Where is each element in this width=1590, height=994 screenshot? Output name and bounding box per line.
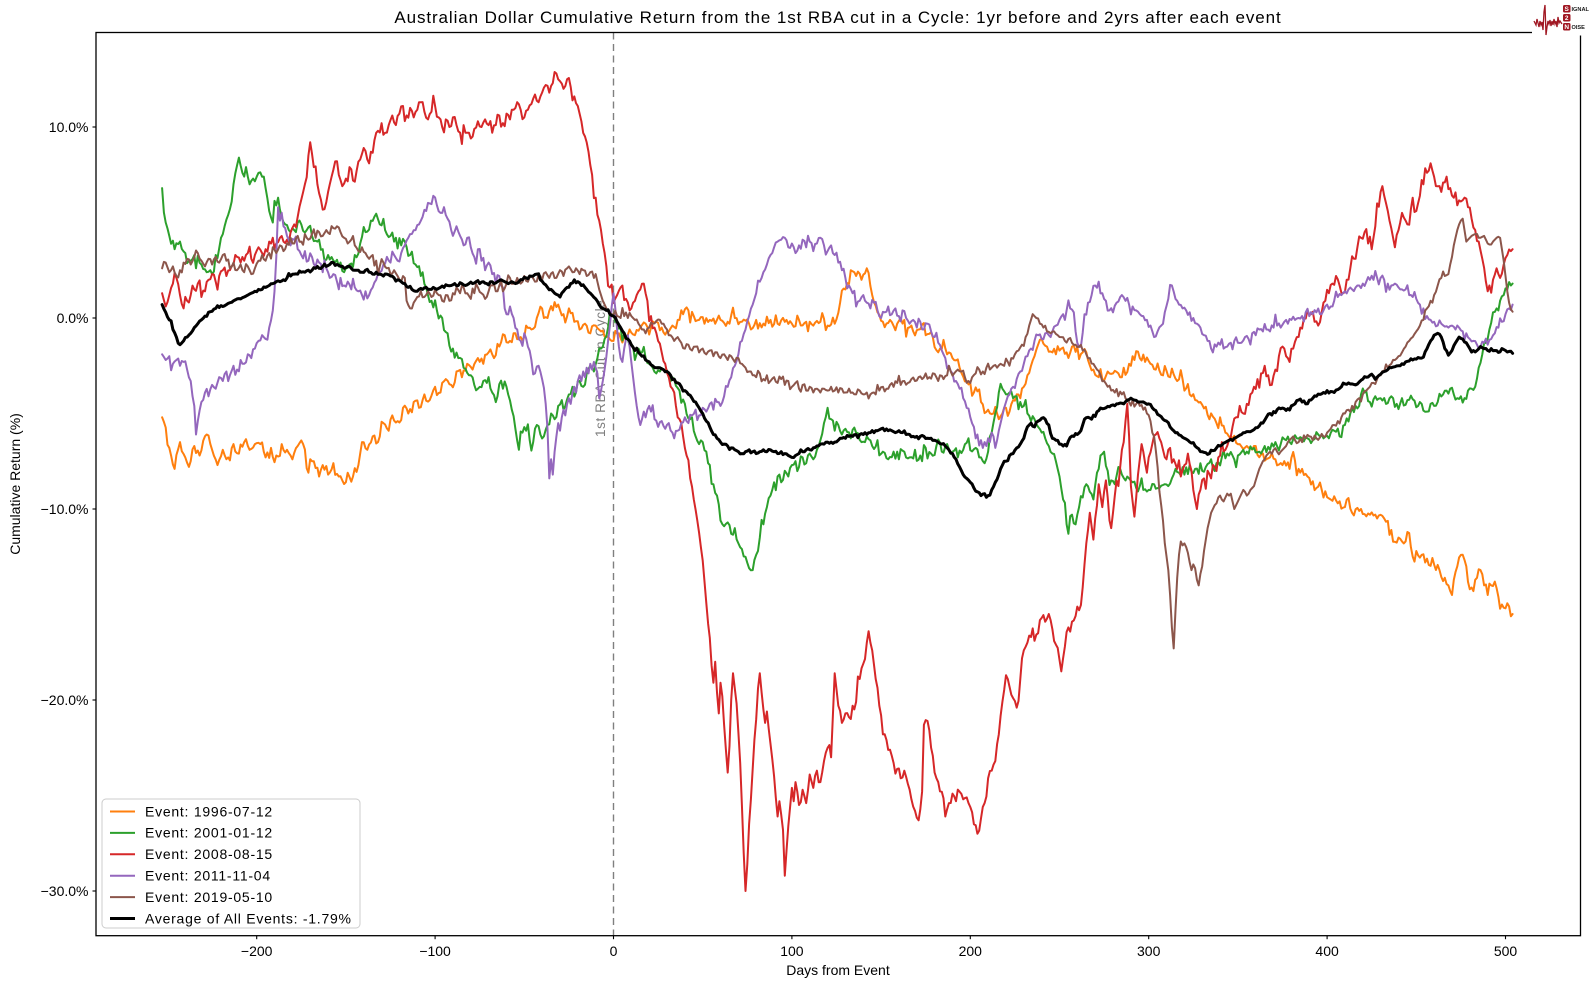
svg-text:−20.0%: −20.0% <box>41 692 89 708</box>
svg-text:200: 200 <box>959 943 983 959</box>
svg-text:Average of All Events: -1.79%: Average of All Events: -1.79% <box>145 910 352 926</box>
svg-text:IGNAL: IGNAL <box>1572 7 1590 13</box>
svg-text:500: 500 <box>1494 943 1518 959</box>
svg-text:OISE: OISE <box>1572 25 1586 31</box>
svg-text:Cumulative Return (%): Cumulative Return (%) <box>7 413 23 555</box>
svg-text:2: 2 <box>1565 15 1569 22</box>
svg-text:Event: 1996-07-12: Event: 1996-07-12 <box>145 803 273 819</box>
svg-text:−100: −100 <box>419 943 451 959</box>
svg-text:0.0%: 0.0% <box>57 310 89 326</box>
svg-text:−10.0%: −10.0% <box>41 501 89 517</box>
svg-text:Event: 2001-01-12: Event: 2001-01-12 <box>145 825 273 841</box>
svg-text:10.0%: 10.0% <box>49 119 89 135</box>
svg-text:Australian Dollar Cumulative R: Australian Dollar Cumulative Return from… <box>394 8 1281 27</box>
svg-text:300: 300 <box>1137 943 1161 959</box>
svg-text:Event: 2011-11-04: Event: 2011-11-04 <box>145 868 271 884</box>
svg-text:100: 100 <box>780 943 804 959</box>
svg-text:−30.0%: −30.0% <box>41 883 89 899</box>
svg-text:S: S <box>1565 6 1570 13</box>
svg-text:Event: 2008-08-15: Event: 2008-08-15 <box>145 846 273 862</box>
svg-text:Event: 2019-05-10: Event: 2019-05-10 <box>145 889 273 905</box>
svg-text:0: 0 <box>610 943 618 959</box>
svg-text:−200: −200 <box>241 943 273 959</box>
svg-text:N: N <box>1564 24 1569 31</box>
svg-text:400: 400 <box>1315 943 1339 959</box>
svg-text:Days from Event: Days from Event <box>786 962 890 978</box>
